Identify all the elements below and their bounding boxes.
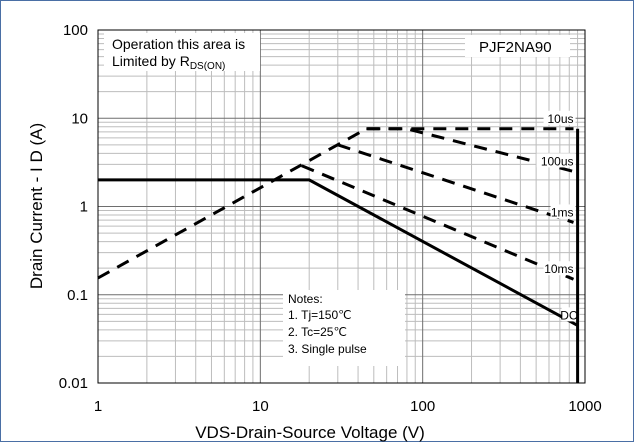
grid <box>98 30 585 383</box>
series-10ms-line <box>301 164 575 281</box>
series-1ms-line <box>337 143 574 224</box>
rds-note-line1: Operation this area is <box>112 36 245 52</box>
x-tick-label: 1000 <box>568 398 601 415</box>
rds-note-line2-sub: DS(ON) <box>190 61 226 72</box>
notes-box <box>283 290 405 366</box>
note-pulse: 3. Single pulse <box>288 342 367 356</box>
x-tick-label: 1 <box>94 398 102 415</box>
series-label-bg <box>543 261 576 276</box>
y-tick-label: 0.1 <box>67 287 88 304</box>
x-tick-label: 100 <box>410 398 435 415</box>
rds-note-line2-prefix: Limited by R <box>112 53 190 69</box>
plot-border <box>97 29 586 384</box>
rds-note-line2: Limited by RDS(ON) <box>112 53 225 72</box>
y-tick-label: 0.01 <box>59 375 88 392</box>
x-axis-label: VDS-Drain-Source Voltage (V) <box>195 423 425 442</box>
note-tj: 1. Tj=150℃ <box>288 308 352 322</box>
series-label-bg <box>550 204 576 219</box>
series-10us-line <box>97 127 574 280</box>
y-axis-label: Drain Current - I D (A) <box>27 123 46 289</box>
note-tc: 2. Tc=25℃ <box>288 325 347 339</box>
series-layer: 10us 100us 1ms 10ms DC <box>97 110 580 383</box>
x-tick-label: 10 <box>252 398 269 415</box>
series-label-10ms: 10ms <box>544 262 573 276</box>
series-label-bg <box>561 307 580 322</box>
part-number-box <box>465 35 570 57</box>
series-label-100us: 100us <box>541 154 574 168</box>
series-100us-line <box>366 127 574 173</box>
y-tick-label: 1 <box>80 199 88 216</box>
series-label-dc: DC <box>560 308 578 322</box>
y-tick-label: 100 <box>63 22 88 39</box>
series-label-bg <box>536 153 576 168</box>
tick-labels: 1 10 100 1000 100 10 1 0.1 0.01 <box>59 22 602 415</box>
rds-note-box <box>104 33 260 71</box>
note-heading: Notes: <box>288 292 323 306</box>
y-tick-label: 10 <box>71 110 88 127</box>
series-label-1ms: 1ms <box>551 205 574 219</box>
series-label-bg <box>543 110 576 125</box>
chart-title: PJF2NA90 <box>479 39 552 56</box>
series-dc-line <box>98 178 579 327</box>
series-label-10us: 10us <box>548 112 574 126</box>
